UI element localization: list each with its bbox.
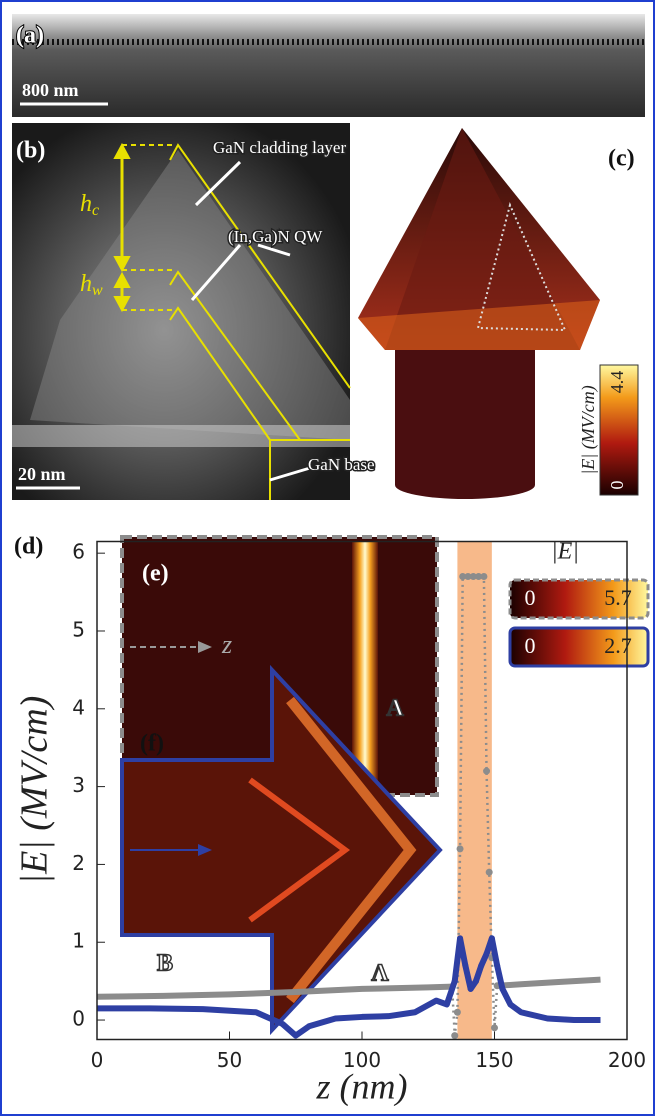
x-tick-label: 0 xyxy=(91,1048,104,1072)
point xyxy=(489,935,495,941)
point xyxy=(484,951,490,957)
point xyxy=(462,963,468,969)
colorbar-label: |E| (MV/cm) xyxy=(578,385,599,474)
point xyxy=(486,869,493,876)
point xyxy=(483,768,490,775)
panel-a: (a) 800 nm xyxy=(12,14,645,117)
x-axis-label: z (nm) xyxy=(316,1066,408,1106)
series-line xyxy=(97,980,601,997)
colorbar-max: 4.4 xyxy=(607,371,627,394)
y-tick-label: 1 xyxy=(72,929,85,953)
colorbar-min: 0 xyxy=(525,585,536,610)
panel-c: (c) 4.4 0 |E| (MV/cm) xyxy=(358,128,638,499)
inset-marker: Λ xyxy=(371,961,389,987)
base-label: GaN base xyxy=(308,455,375,474)
y-axis-label: |E| (MV/cm) xyxy=(14,696,56,885)
x-tick-label: 200 xyxy=(608,1048,646,1072)
panel-label: (b) xyxy=(16,138,45,164)
cylinder xyxy=(395,345,535,499)
inset-marker: A xyxy=(386,696,404,722)
y-tick-label: 2 xyxy=(72,851,85,875)
cladding-label: GaN cladding layer xyxy=(213,138,346,157)
point xyxy=(473,978,479,984)
x-tick-label: 50 xyxy=(217,1048,242,1072)
point xyxy=(452,978,458,984)
point xyxy=(491,1024,498,1031)
point xyxy=(457,845,464,852)
y-tick-label: 6 xyxy=(72,540,85,564)
point xyxy=(499,986,505,992)
y-tick-label: 4 xyxy=(72,695,85,719)
tem-image xyxy=(12,14,645,117)
y-tick-label: 5 xyxy=(72,617,85,641)
figure: (a) 800 nm hc hw (b) GaN cladding layer … xyxy=(0,0,655,1116)
base-contrast xyxy=(12,425,350,447)
z-label: z xyxy=(221,630,232,659)
scale-bar-label: 800 nm xyxy=(22,80,79,100)
x-tick-label: 150 xyxy=(475,1048,513,1072)
point xyxy=(494,963,500,969)
scale-bar-label: 20 nm xyxy=(18,464,66,484)
qw-label: (In,Ga)N QW xyxy=(228,227,323,246)
point xyxy=(454,1009,461,1016)
inset-marker: B xyxy=(157,951,173,977)
field-stripe xyxy=(352,541,378,791)
point xyxy=(478,963,484,969)
colorbar-title: |E| xyxy=(551,539,579,565)
point xyxy=(480,573,487,580)
colorbar-min: 0 xyxy=(607,481,627,490)
point xyxy=(451,1032,458,1039)
inset-label: (e) xyxy=(142,561,169,587)
inset-label: (f) xyxy=(140,731,164,757)
point xyxy=(457,935,463,941)
colorbar-min: 0 xyxy=(525,633,536,658)
panel-label: (d) xyxy=(14,534,43,560)
y-tick-label: 0 xyxy=(72,1007,85,1031)
panel-label: (c) xyxy=(608,146,635,172)
point xyxy=(468,986,474,992)
panel-label: (a) xyxy=(16,23,44,49)
y-tick-label: 3 xyxy=(72,773,85,797)
